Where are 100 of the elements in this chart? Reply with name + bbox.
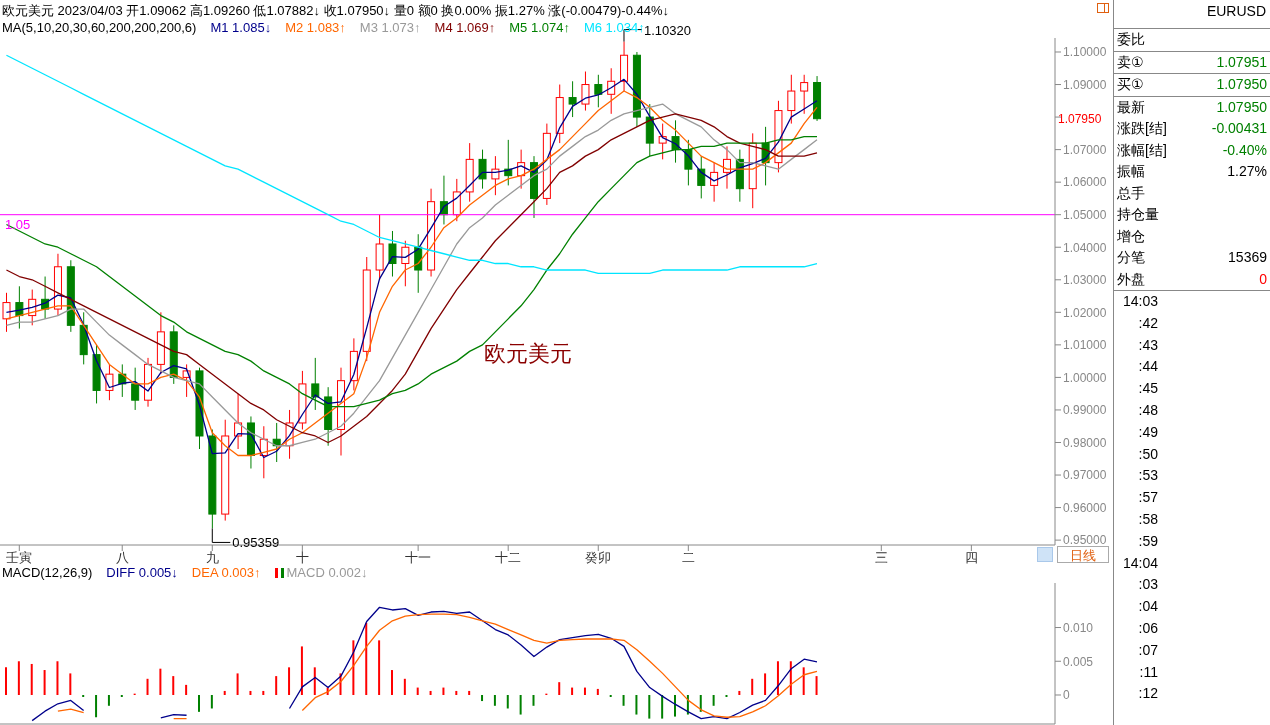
bar [288,667,291,695]
text: M3 1.073↑ [359,20,421,35]
text: :53 [1137,466,1158,486]
text: :07 [1137,640,1158,660]
text: :04 [1137,597,1158,617]
legend-title: MACD(12,26,9) [2,565,93,580]
y-tick-label: 0.95000 [1063,533,1107,548]
text: EURUSD [1114,0,1270,29]
bar [751,678,754,695]
annotation: 0.95359 [232,535,280,551]
bar [725,694,728,698]
text: 14:03 [1121,292,1158,311]
bar [403,678,406,695]
category-label: 增仓 [1117,226,1145,246]
text: :43 [1137,335,1158,355]
candlestick [105,363,114,401]
bar [365,622,368,695]
legend-label: MACD 0.002↓ [285,565,368,580]
y-tick-label: 0.99000 [1063,403,1107,418]
bar [635,694,638,715]
x-tick-label: 十二 [495,550,522,566]
text: :58 [1137,509,1158,529]
x-tick-label: 壬寅 [6,550,33,566]
text: 14:04 [1121,553,1158,573]
text: M6 1.034↑ [583,20,645,35]
text: -0.00431 [1211,120,1267,136]
x-tick-label: 八 [115,550,129,566]
category-label: 外盘 [1117,269,1145,289]
text: DEA 0.003↑ [191,565,261,580]
bar [468,690,471,695]
y-tick-label: 1.10000 [1063,45,1107,60]
bar [185,684,188,695]
legend-title: MA(5,10,20,30,60,200,200,200,6) [2,20,197,35]
bar [596,688,599,695]
text: 1.10320 [643,22,691,38]
bar [764,673,767,695]
bar [699,694,702,712]
bar [69,673,72,695]
x-tick-label: 二 [681,550,695,566]
ref-line-label: 1.05 [5,216,31,232]
bar [313,667,316,695]
text: :44 [1137,357,1158,377]
y-tick-label: 0.97000 [1063,468,1107,483]
text: :49 [1137,422,1158,442]
category-label: 最新 [1117,97,1145,117]
bar [82,694,85,698]
bar [223,690,226,695]
category-label: 分笔 [1117,248,1145,267]
candlestick [478,149,487,190]
bar [416,687,419,695]
bar [661,694,664,719]
candlestick [787,74,796,125]
text: :57 [1137,488,1158,508]
bar [815,676,818,695]
bar [390,670,393,695]
category-label: 涨幅[结] [1117,140,1167,160]
chart-title: 欧元美元 2023/04/03 开1.09062 高1.09260 低1.07882↓ 收1.07950↓ 量0 额0 换0.00% 振1.27% 涨(-0.00479)-0.44%↓ [2,2,669,20]
bar [776,661,779,695]
bar [17,661,20,695]
text: 1.27% [1227,163,1267,179]
x-tick-label: 十 [295,550,309,566]
bar [493,694,496,706]
x-tick-label: 九 [205,550,219,566]
bar [609,694,612,698]
text: 0 [1259,270,1267,287]
bar [262,690,265,695]
category-label: 持仓量 [1117,205,1159,224]
bar [210,694,213,709]
text: M4 1.069↑ [434,20,496,35]
bar [300,646,303,695]
bar [120,694,123,698]
text: :59 [1137,531,1158,551]
candlestick [388,230,397,278]
bar [442,687,445,695]
text: :45 [1137,379,1158,399]
x-tick-label: 三 [874,550,888,566]
y-tick-label: 0.96000 [1063,500,1107,515]
annotation: 欧元美元 [482,339,573,368]
bar [532,694,535,706]
text: :11 [1138,662,1158,682]
bar [43,670,46,695]
x-tick-label: 癸卯 [585,550,612,566]
text: :48 [1137,401,1158,420]
candlestick [710,162,719,203]
y-tick-label: 0.005 [1063,654,1094,669]
bar [481,694,484,702]
text: 15369 [1228,249,1267,265]
bar [197,694,200,712]
y-tick-label: 1.09000 [1063,77,1107,92]
bar [5,667,7,695]
bar [455,690,458,695]
bar [275,676,278,695]
y-tick-label: 0 [1063,688,1070,703]
category-label: 买① [1117,75,1144,94]
bar [249,690,252,695]
text: 1.07951 [1216,53,1267,70]
bar [648,694,651,719]
bar [172,676,175,695]
y-tick-label: 0.010 [1063,620,1094,635]
y-tick-label: 1.02000 [1063,305,1107,320]
